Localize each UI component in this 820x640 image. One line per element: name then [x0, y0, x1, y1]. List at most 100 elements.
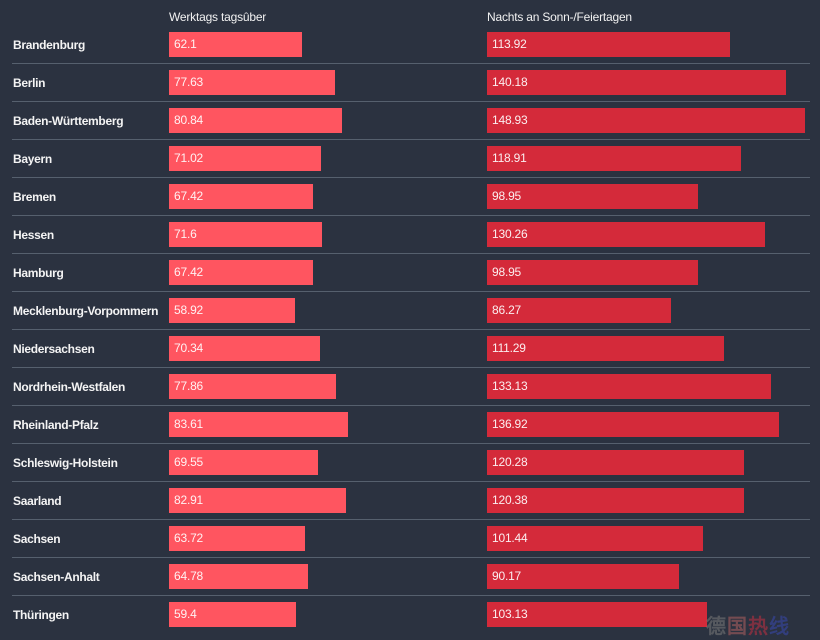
series-header-night-holiday: Nachts an Sonn-/Feiertagen: [487, 10, 632, 24]
bar-night-holiday: 98.95: [487, 260, 698, 285]
bar-night-holiday: 98.95: [487, 184, 698, 209]
chart-row: Niedersachsen 70.34 111.29: [0, 336, 820, 374]
bar-weekday: 70.34: [169, 336, 320, 361]
chart-row: Thüringen 59.4 103.13: [0, 602, 820, 640]
value-label: 62.1: [174, 37, 197, 51]
bar-weekday: 77.86: [169, 374, 336, 399]
value-label: 136.92: [492, 417, 528, 431]
bar-weekday: 67.42: [169, 184, 313, 209]
chart-row: Sachsen-Anhalt 64.78 90.17: [0, 564, 820, 602]
category-label: Mecklenburg-Vorpommern: [13, 304, 159, 318]
bar-weekday: 59.4: [169, 602, 296, 627]
value-label: 86.27: [492, 303, 522, 317]
chart-row: Bremen 67.42 98.95: [0, 184, 820, 222]
value-label: 130.26: [492, 227, 528, 241]
row-divider: [12, 481, 810, 482]
value-label: 101.44: [492, 531, 528, 545]
category-label: Sachsen-Anhalt: [13, 570, 100, 584]
chart-row: Hessen 71.6 130.26: [0, 222, 820, 260]
category-label: Baden-Württemberg: [13, 114, 124, 128]
chart-row: Nordrhein-Westfalen 77.86 133.13: [0, 374, 820, 412]
value-label: 80.84: [174, 113, 204, 127]
chart-row: Sachsen 63.72 101.44: [0, 526, 820, 564]
bar-weekday: 83.61: [169, 412, 348, 437]
row-divider: [12, 63, 810, 64]
value-label: 82.91: [174, 493, 204, 507]
bar-night-holiday: 90.17: [487, 564, 679, 589]
category-label: Saarland: [13, 494, 62, 508]
bar-night-holiday: 130.26: [487, 222, 765, 247]
row-divider: [12, 519, 810, 520]
value-label: 71.6: [174, 227, 197, 241]
bar-night-holiday: 86.27: [487, 298, 671, 323]
category-label: Schleswig-Holstein: [13, 456, 118, 470]
value-label: 98.95: [492, 265, 522, 279]
chart-row: Hamburg 67.42 98.95: [0, 260, 820, 298]
bar-night-holiday: 133.13: [487, 374, 771, 399]
value-label: 67.42: [174, 189, 204, 203]
bar-weekday: 67.42: [169, 260, 313, 285]
value-label: 113.92: [492, 37, 527, 51]
category-label: Berlin: [13, 76, 46, 90]
value-label: 120.38: [492, 493, 528, 507]
series-header-weekday: Werktags tagsûber: [169, 10, 267, 24]
value-label: 133.13: [492, 379, 528, 393]
value-label: 103.13: [492, 607, 528, 621]
watermark-logo: 德国热线: [706, 616, 790, 638]
bar-weekday: 80.84: [169, 108, 342, 133]
category-label: Bayern: [13, 152, 52, 166]
row-divider: [12, 595, 810, 596]
chart-row: Schleswig-Holstein 69.55 120.28: [0, 450, 820, 488]
chart-row: Saarland 82.91 120.38: [0, 488, 820, 526]
row-divider: [12, 215, 810, 216]
value-label: 59.4: [174, 607, 197, 621]
value-label: 58.92: [174, 303, 204, 317]
bar-weekday: 71.6: [169, 222, 322, 247]
bar-night-holiday: 101.44: [487, 526, 703, 551]
row-divider: [12, 101, 810, 102]
bar-weekday: 82.91: [169, 488, 346, 513]
value-label: 120.28: [492, 455, 528, 469]
bar-weekday: 63.72: [169, 526, 305, 551]
bar-weekday: 64.78: [169, 564, 308, 589]
row-divider: [12, 367, 810, 368]
category-label: Bremen: [13, 190, 56, 204]
value-label: 69.55: [174, 455, 204, 469]
value-label: 71.02: [174, 151, 204, 165]
value-label: 98.95: [492, 189, 522, 203]
bar-weekday: 77.63: [169, 70, 335, 95]
bar-weekday: 58.92: [169, 298, 295, 323]
bar-night-holiday: 140.18: [487, 70, 786, 95]
chart-row: Berlin 77.63 140.18: [0, 70, 820, 108]
category-label: Nordrhein-Westfalen: [13, 380, 126, 394]
value-label: 77.86: [174, 379, 204, 393]
value-label: 90.17: [492, 569, 522, 583]
row-divider: [12, 443, 810, 444]
chart-row: Mecklenburg-Vorpommern 58.92 86.27: [0, 298, 820, 336]
value-label: 111.29: [492, 341, 526, 355]
row-divider: [12, 291, 810, 292]
value-label: 77.63: [174, 75, 204, 89]
bar-night-holiday: 120.38: [487, 488, 744, 513]
bar-night-holiday: 118.91: [487, 146, 741, 171]
value-label: 83.61: [174, 417, 204, 431]
chart-row: Bayern 71.02 118.91: [0, 146, 820, 184]
row-divider: [12, 139, 810, 140]
category-label: Brandenburg: [13, 38, 86, 52]
value-label: 148.93: [492, 113, 528, 127]
bar-night-holiday: 111.29: [487, 336, 724, 361]
chart-row: Baden-Württemberg 80.84 148.93: [0, 108, 820, 146]
bar-night-holiday: 136.92: [487, 412, 779, 437]
chart-row: Brandenburg 62.1 113.92: [0, 32, 820, 70]
category-label: Hessen: [13, 228, 54, 242]
row-divider: [12, 177, 810, 178]
category-label: Niedersachsen: [13, 342, 95, 356]
bar-weekday: 71.02: [169, 146, 321, 171]
value-label: 63.72: [174, 531, 204, 545]
category-label: Sachsen: [13, 532, 61, 546]
value-label: 67.42: [174, 265, 204, 279]
bar-weekday: 69.55: [169, 450, 318, 475]
value-label: 64.78: [174, 569, 204, 583]
value-label: 118.91: [492, 151, 527, 165]
